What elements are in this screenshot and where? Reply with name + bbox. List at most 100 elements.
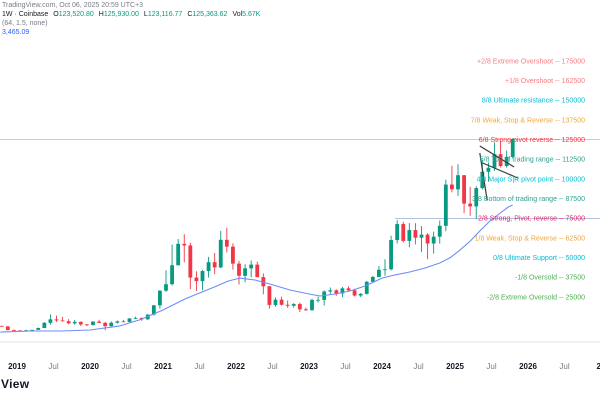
- murrey-level-label: +1/8 Overshoot -- 162500: [505, 78, 585, 85]
- candle: [72, 320, 77, 325]
- candle-body: [66, 321, 71, 324]
- x-axis-tick[interactable]: 2026: [519, 362, 537, 371]
- candle: [91, 321, 95, 326]
- candle-body: [443, 184, 448, 226]
- candle-body: [188, 245, 193, 278]
- candle: [224, 227, 229, 253]
- candle: [36, 327, 41, 330]
- x-axis-tick[interactable]: 2024: [373, 362, 391, 371]
- x-axis-tick[interactable]: 2020: [81, 362, 99, 371]
- candle: [267, 286, 272, 309]
- candle-body: [279, 299, 284, 305]
- x-axis-tick[interactable]: Jul: [267, 362, 277, 371]
- candle: [200, 269, 205, 291]
- candle: [358, 293, 363, 298]
- candle: [334, 289, 339, 296]
- candle: [492, 142, 497, 171]
- candle-body: [97, 321, 101, 323]
- candle-body: [504, 156, 509, 167]
- symbol-interval-exchange[interactable]: 1W · Coinbase: [2, 11, 49, 18]
- murrey-level-label: 8/8 Ultimate resistance -- 150000: [482, 98, 585, 105]
- murrey-level-label: 7/8 Weak, Stop & Reverse -- 137500: [471, 117, 585, 124]
- candle-body: [340, 288, 345, 294]
- candle-body: [285, 304, 290, 306]
- candle: [133, 316, 138, 319]
- candle-body: [291, 304, 296, 306]
- candle: [164, 270, 168, 292]
- murrey-level-label: 3/8 Bottom of trading range -- 87500: [472, 196, 585, 203]
- x-axis-tick[interactable]: Jul: [194, 362, 204, 371]
- open-key: O: [53, 11, 59, 18]
- high-value: 125,930.00: [103, 11, 139, 18]
- candle: [78, 321, 83, 327]
- x-axis-tick[interactable]: Jul: [413, 362, 423, 371]
- x-axis-tick[interactable]: Jul: [48, 362, 58, 371]
- candle-body: [243, 268, 247, 276]
- candle-body: [437, 225, 442, 237]
- candle-body: [297, 304, 302, 310]
- murrey-level-label: 1/8 Weak, Stop & Reverse -- 62500: [475, 235, 585, 242]
- candle: [206, 256, 211, 278]
- candle-body: [310, 299, 314, 311]
- candle: [109, 321, 114, 327]
- candle: [279, 296, 284, 306]
- candle-body: [30, 329, 35, 331]
- murrey-level-label: -1/8 Oversold -- 37500: [515, 275, 585, 282]
- candle-body: [364, 281, 369, 294]
- x-axis-tick[interactable]: Jul: [559, 362, 569, 371]
- candle-body: [133, 317, 138, 319]
- candle-body: [182, 243, 187, 246]
- ma-path: [0, 204, 513, 333]
- x-axis-tick[interactable]: Jul: [121, 362, 131, 371]
- candle: [395, 220, 400, 244]
- candle-body: [103, 322, 108, 327]
- candle: [261, 273, 266, 295]
- candle: [231, 243, 235, 270]
- candle-body: [78, 321, 83, 325]
- murrey-level-label: 2/8 Strong, Pivot, reverse -- 75000: [478, 216, 585, 223]
- candle: [462, 175, 466, 214]
- x-axis-tick[interactable]: 2025: [446, 362, 464, 371]
- close-key: C: [187, 11, 193, 18]
- tradingview-logo[interactable]: View: [1, 377, 30, 391]
- x-axis-tick[interactable]: Jul: [340, 362, 350, 371]
- x-axis-tick[interactable]: Jul: [486, 362, 496, 371]
- candle: [237, 260, 241, 285]
- symbol-ohlc-row: 1W · Coinbase O123,520.80 H125,930.00 L123,…: [2, 10, 260, 19]
- candle-body: [383, 269, 387, 271]
- candle-body: [212, 262, 217, 268]
- volume-value: 5.67K: [242, 11, 261, 18]
- candle-body: [85, 324, 89, 326]
- x-axis-tick[interactable]: 2019: [8, 362, 26, 371]
- candle: [297, 302, 302, 312]
- candle-body: [334, 290, 339, 294]
- candle: [188, 242, 193, 290]
- murrey-level-label: +2/8 Extreme Overshoot -- 175000: [477, 58, 585, 65]
- candle: [182, 234, 187, 263]
- candle-body: [176, 243, 181, 266]
- x-axis-tick[interactable]: 2022: [227, 362, 245, 371]
- candle-body: [109, 322, 114, 327]
- candle: [383, 259, 387, 276]
- candle-body: [218, 239, 223, 268]
- candle-body: [60, 320, 65, 322]
- indicator-settings: (64, 1.5, none): [2, 20, 48, 27]
- time-axis[interactable]: 2019 Jul 2020 Jul 2021 Jul 2022 Jul 2023 Jul 2024 J…: [0, 341, 600, 371]
- candle-body: [395, 224, 400, 241]
- candle: [170, 244, 174, 286]
- candle: [103, 321, 108, 331]
- candle-body: [304, 309, 308, 311]
- candle: [352, 288, 357, 297]
- x-axis-tick[interactable]: 2023: [300, 362, 318, 371]
- candle-body: [401, 224, 406, 241]
- x-axis-tick[interactable]: 2021: [154, 362, 172, 371]
- candle: [176, 239, 181, 266]
- candle-body: [456, 175, 460, 190]
- candle: [346, 286, 351, 291]
- candle-body: [54, 319, 59, 321]
- candle: [158, 290, 162, 309]
- x-axis-tick[interactable]: 20: [597, 362, 600, 371]
- murrey-level-label: 0/8 Ultimate Support -- 50000: [493, 255, 585, 262]
